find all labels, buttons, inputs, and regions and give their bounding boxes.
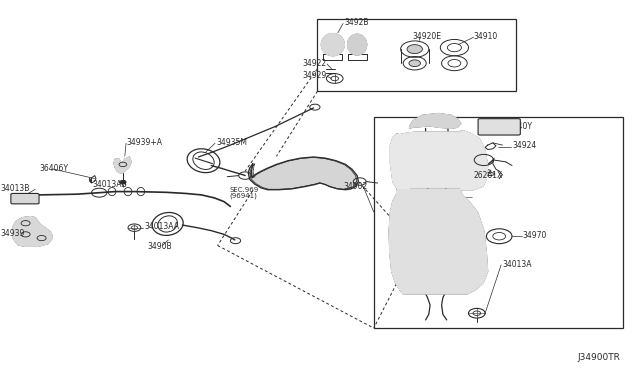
Text: SEC.969: SEC.969 — [229, 187, 259, 193]
Circle shape — [409, 60, 420, 67]
Polygon shape — [390, 131, 488, 192]
Text: 34013AB: 34013AB — [92, 180, 127, 189]
Text: 34970: 34970 — [523, 231, 547, 240]
Text: 34939+A: 34939+A — [127, 138, 163, 147]
Polygon shape — [13, 217, 52, 246]
Bar — [317, 19, 516, 91]
Text: 96940Y: 96940Y — [503, 122, 532, 131]
Bar — [374, 117, 623, 328]
Text: 3492B: 3492B — [344, 18, 369, 27]
Polygon shape — [410, 113, 461, 128]
Text: 34013B: 34013B — [0, 185, 29, 193]
Text: 34902: 34902 — [343, 182, 367, 191]
Circle shape — [120, 180, 126, 184]
Text: 34910: 34910 — [474, 32, 498, 41]
Bar — [483, 235, 515, 246]
Circle shape — [15, 197, 20, 200]
Text: 34920E: 34920E — [412, 32, 441, 41]
Text: 34924: 34924 — [512, 141, 536, 150]
Text: J34900TR: J34900TR — [578, 353, 621, 362]
Text: 34013A: 34013A — [502, 260, 532, 269]
Text: 34013AA: 34013AA — [144, 222, 179, 231]
Circle shape — [407, 45, 422, 54]
Polygon shape — [321, 33, 344, 56]
Text: 26261X: 26261X — [474, 171, 503, 180]
Polygon shape — [348, 34, 367, 55]
Text: 34929: 34929 — [302, 71, 326, 80]
Text: 3490B: 3490B — [147, 242, 172, 251]
FancyBboxPatch shape — [478, 119, 520, 135]
Text: 36406Y: 36406Y — [40, 164, 68, 173]
Text: 34935M: 34935M — [216, 138, 247, 147]
Polygon shape — [114, 157, 131, 173]
Text: 34939: 34939 — [0, 229, 24, 238]
Polygon shape — [389, 190, 488, 294]
Polygon shape — [248, 157, 358, 190]
Text: 34922: 34922 — [302, 59, 326, 68]
FancyBboxPatch shape — [11, 193, 39, 204]
Text: (96941): (96941) — [229, 192, 257, 199]
